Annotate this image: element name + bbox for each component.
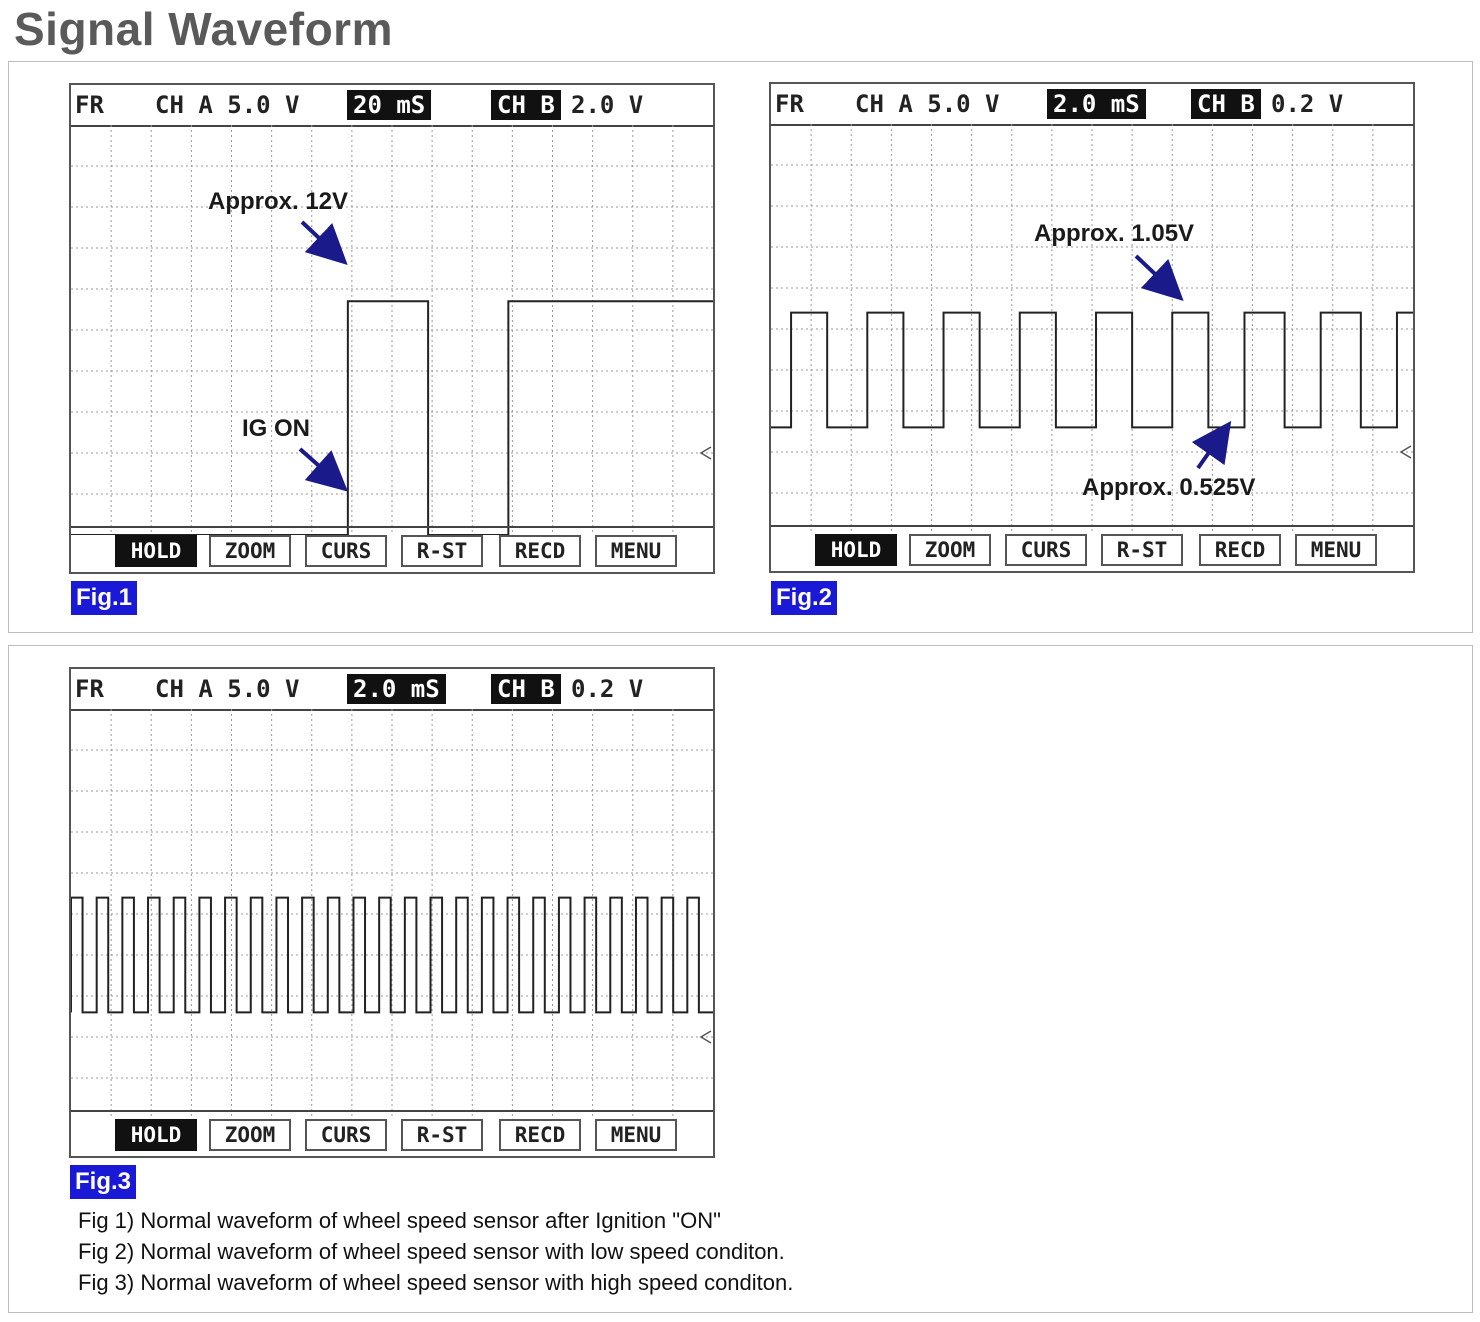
waveform-trace	[71, 896, 713, 1014]
annotation-approx-12v: Approx. 12V	[208, 188, 349, 215]
scope-fig1: FR CH A 5.0 V 20 mS CH B 2.0 V HOLD ZOOM…	[69, 83, 715, 574]
channel-b-label: CH B	[491, 674, 561, 704]
r-st-button[interactable]: R-ST	[1101, 534, 1183, 566]
channel-b-label: CH B	[1191, 89, 1261, 119]
waveform-trace	[71, 300, 713, 535]
recd-button[interactable]: RECD	[499, 535, 581, 567]
zoom-button[interactable]: ZOOM	[909, 534, 991, 566]
timebase-label: 2.0 mS	[1047, 89, 1146, 119]
menu-button[interactable]: MENU	[595, 1119, 677, 1151]
scope-button-bar: HOLD ZOOM CURS R-ST RECD MENU	[771, 525, 1413, 571]
timebase-label: 2.0 mS	[347, 674, 446, 704]
scope-button-bar: HOLD ZOOM CURS R-ST RECD MENU	[71, 526, 713, 572]
r-st-button[interactable]: R-ST	[401, 1119, 483, 1151]
fig1-tag: Fig.1	[71, 581, 138, 615]
recd-button[interactable]: RECD	[499, 1119, 581, 1151]
channel-b-label: CH B	[491, 90, 561, 120]
trigger-marker-icon	[1399, 445, 1412, 459]
channel-b-value: 2.0 V	[571, 91, 644, 119]
timebase-label: 20 mS	[347, 90, 432, 120]
waveform-plot	[771, 124, 1413, 534]
fr-label: FR	[775, 90, 804, 118]
caption-fig1: Fig 1) Normal waveform of wheel speed se…	[78, 1208, 721, 1233]
scope-header: FR CH A 5.0 V 2.0 mS CH B 0.2 V	[771, 84, 1413, 126]
menu-button[interactable]: MENU	[1295, 534, 1377, 566]
fr-label: FR	[75, 675, 104, 703]
curs-button[interactable]: CURS	[305, 535, 387, 567]
curs-button[interactable]: CURS	[1005, 534, 1087, 566]
hold-button[interactable]: HOLD	[115, 1119, 197, 1151]
menu-button[interactable]: MENU	[595, 535, 677, 567]
waveform-plot	[71, 125, 713, 535]
scope-fig2: FR CH A 5.0 V 2.0 mS CH B 0.2 V HOLD ZOO…	[769, 82, 1415, 573]
channel-b-value: 0.2 V	[1271, 90, 1344, 118]
channel-b-value: 0.2 V	[571, 675, 644, 703]
recd-button[interactable]: RECD	[1199, 534, 1281, 566]
channel-a-label: CH A 5.0 V	[855, 90, 1000, 118]
scope-fig3: FR CH A 5.0 V 2.0 mS CH B 0.2 V HOLD ZOO…	[69, 667, 715, 1158]
scope-button-bar: HOLD ZOOM CURS R-ST RECD MENU	[71, 1110, 713, 1156]
channel-a-label: CH A 5.0 V	[155, 91, 300, 119]
fig3-tag: Fig.3	[70, 1165, 137, 1199]
zoom-button[interactable]: ZOOM	[209, 1119, 291, 1151]
hold-button[interactable]: HOLD	[115, 535, 197, 567]
caption-fig3: Fig 3) Normal waveform of wheel speed se…	[78, 1270, 794, 1295]
waveform-trace	[771, 311, 1413, 429]
scope-header: FR CH A 5.0 V 2.0 mS CH B 0.2 V	[71, 669, 713, 711]
curs-button[interactable]: CURS	[305, 1119, 387, 1151]
fr-label: FR	[75, 91, 104, 119]
scope-header: FR CH A 5.0 V 20 mS CH B 2.0 V	[71, 85, 713, 127]
annotation-approx-0-525v: Approx. 0.525V	[1082, 474, 1256, 501]
fig2-tag: Fig.2	[771, 581, 838, 615]
annotation-approx-1-05v: Approx. 1.05V	[1034, 220, 1195, 247]
page-title: Signal Waveform	[14, 3, 393, 55]
caption-fig2: Fig 2) Normal waveform of wheel speed se…	[78, 1239, 785, 1264]
zoom-button[interactable]: ZOOM	[209, 535, 291, 567]
r-st-button[interactable]: R-ST	[401, 535, 483, 567]
annotation-ig-on: IG ON	[242, 415, 311, 442]
trigger-marker-icon	[699, 1030, 712, 1044]
hold-button[interactable]: HOLD	[815, 534, 897, 566]
channel-a-label: CH A 5.0 V	[155, 675, 300, 703]
trigger-marker-icon	[699, 446, 712, 460]
waveform-plot	[71, 709, 713, 1119]
